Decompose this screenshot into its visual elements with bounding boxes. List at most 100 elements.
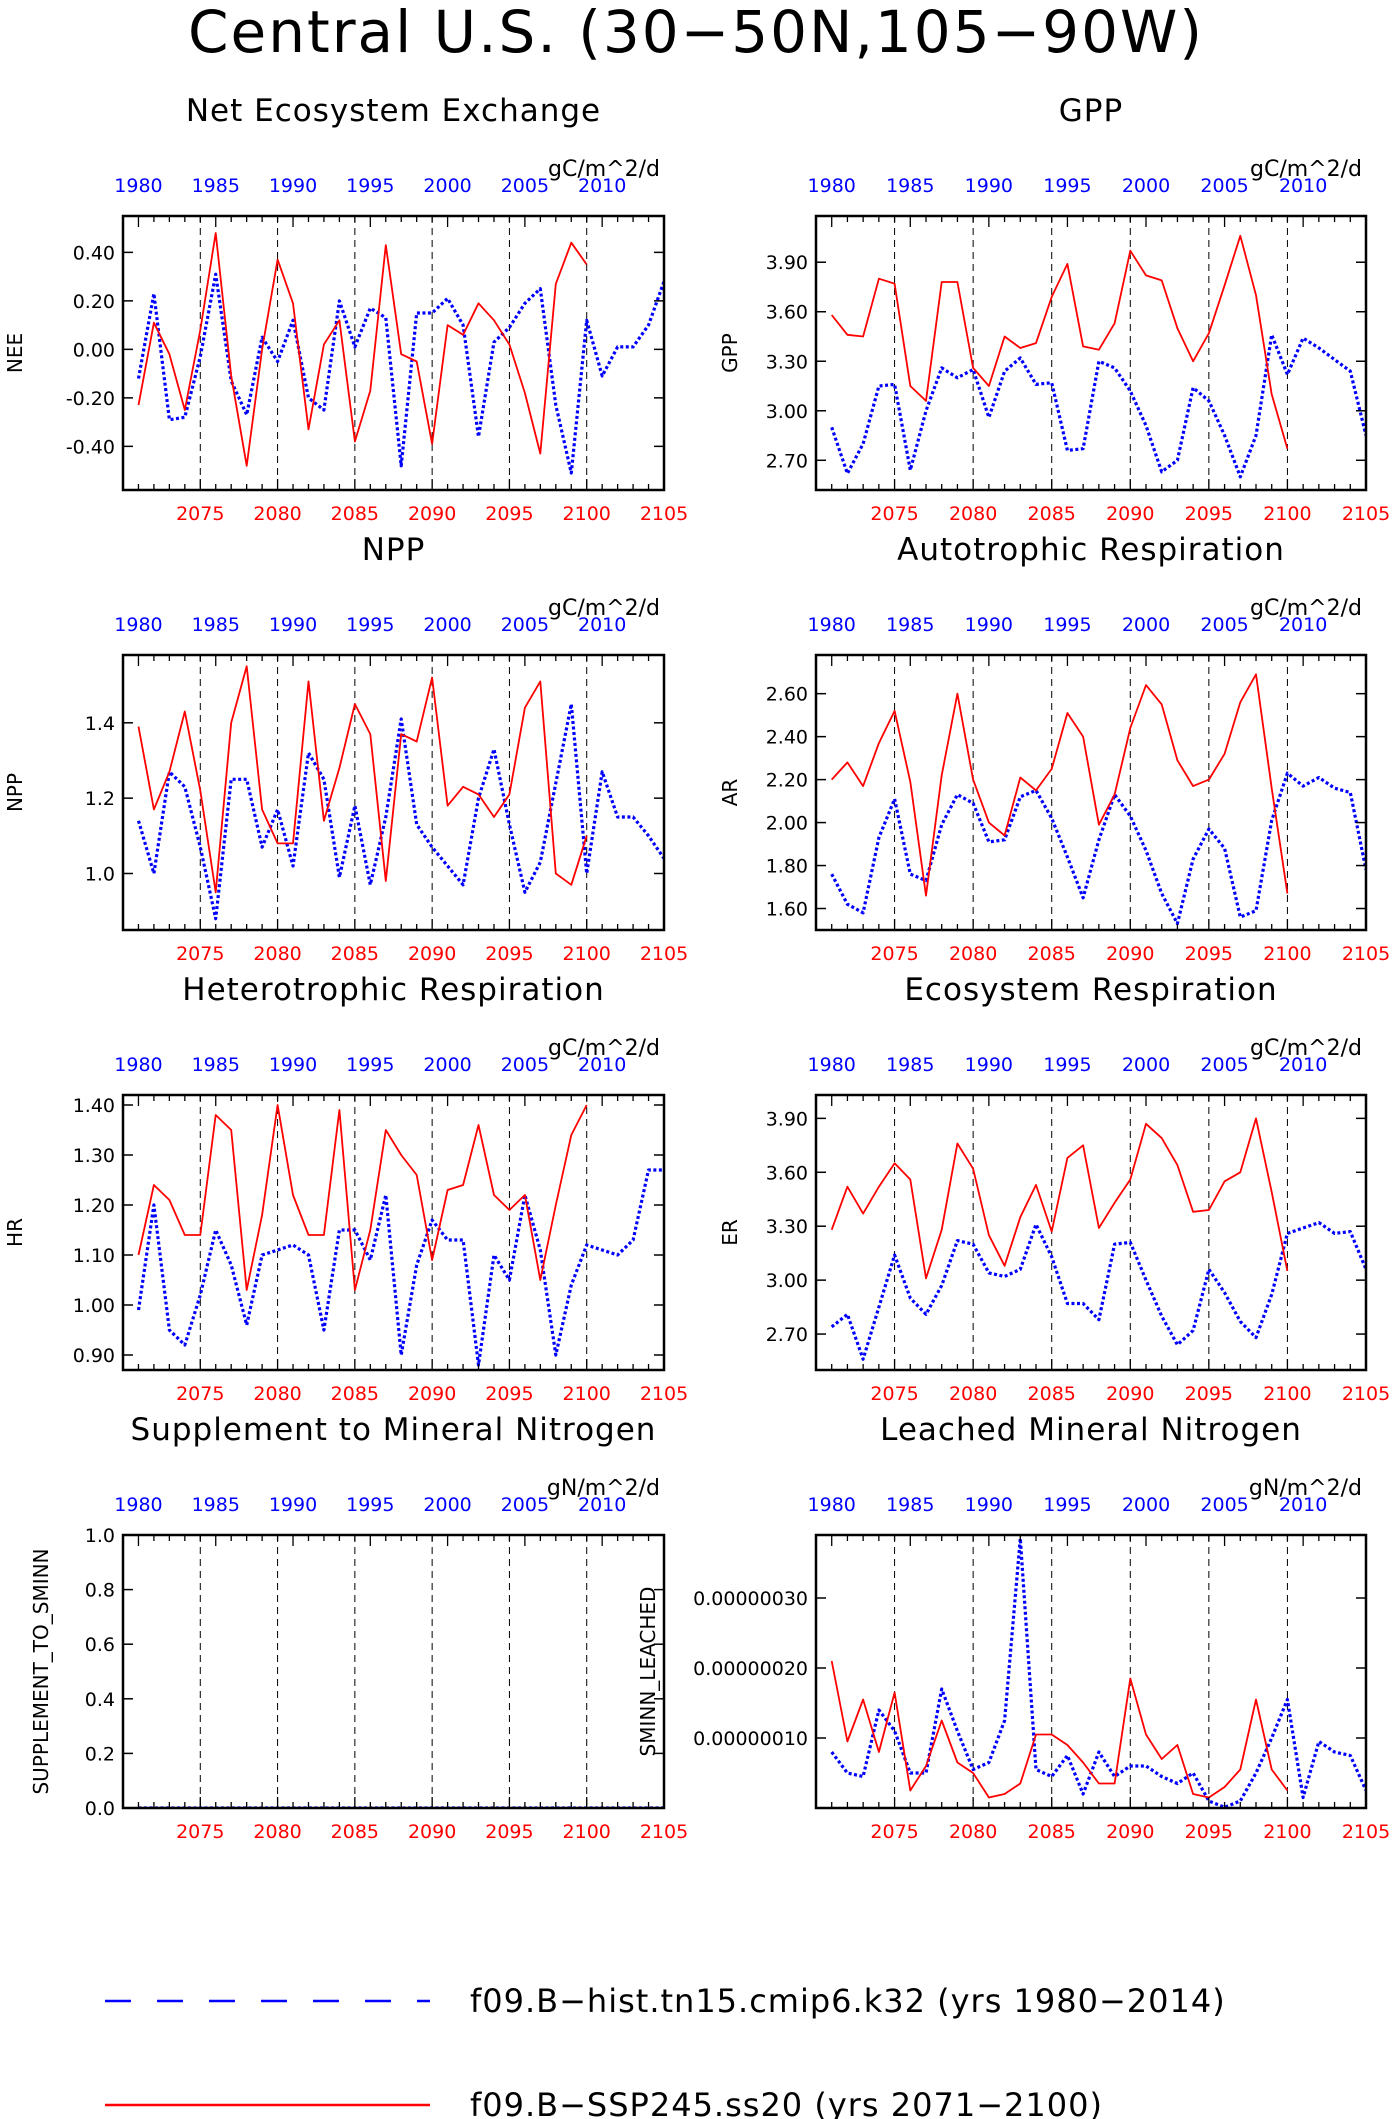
panel-ar: Autotrophic Respiration gC/m^2/d 2.60 2.40 2… (718, 532, 1390, 965)
bottom-tick-label: 2095 (485, 943, 533, 965)
y-tick-label: 2.40 (766, 727, 808, 749)
top-tick-label: 1985 (886, 1494, 934, 1516)
top-tick-label: 1985 (192, 614, 240, 636)
panel-npp: NPP gC/m^2/d 1.4 1.2 1.0 1980 1985 1990 1995 2000… (3, 532, 688, 965)
top-tick-label: 1995 (1043, 1494, 1091, 1516)
bottom-tick-label: 2090 (408, 943, 456, 965)
series-line-hist (830, 771, 1366, 926)
top-tick-label: 1995 (346, 1494, 394, 1516)
top-tick-label: 1990 (965, 175, 1013, 197)
bottom-tick-label: 2080 (253, 943, 301, 965)
series-group (830, 1536, 1366, 1808)
legend: f09.B−hist.tn15.cmip6.k32 (yrs 1980−2014… (105, 1982, 1225, 2119)
bottom-tick-label: 2100 (1263, 1821, 1311, 1843)
bottom-tick-label: 2105 (1342, 943, 1390, 965)
y-axis-label: SUPPLEMENT_TO_SMINN (29, 1548, 53, 1794)
top-tick-label: 2010 (578, 1494, 626, 1516)
bottom-tick-label: 2100 (563, 1383, 611, 1405)
y-tick-label: 1.0 (85, 863, 115, 885)
y-tick-label: 0.6 (85, 1634, 115, 1656)
panel-hr: Heterotrophic Respiration gC/m^2/d 1.40 1.3… (3, 972, 688, 1405)
top-tick-label: 1990 (269, 175, 317, 197)
top-tick-label: 2010 (1279, 175, 1327, 197)
bottom-tick-label: 2075 (870, 1383, 918, 1405)
series-group (136, 665, 664, 921)
panel-title: Leached Mineral Nitrogen (880, 1412, 1302, 1448)
y-tick-label: 3.30 (766, 1216, 808, 1238)
figure-title: Central U.S. (30−50N,105−90W) (188, 0, 1204, 66)
bottom-tick-label: 2085 (331, 1821, 379, 1843)
y-axis-label: ER (718, 1219, 742, 1246)
top-tick-label: 1985 (192, 1054, 240, 1076)
series-line-ssp (137, 665, 588, 894)
units-label: gC/m^2/d (548, 596, 660, 621)
series-line-hist (136, 702, 664, 921)
top-tick-label: 1990 (269, 1054, 317, 1076)
series-line-hist (830, 1220, 1366, 1361)
y-tick-label: 1.80 (766, 856, 808, 878)
bottom-tick-label: 2095 (485, 1821, 533, 1843)
top-tick-label: 1980 (114, 1054, 162, 1076)
bottom-tick-label: 2105 (640, 1383, 688, 1405)
panel-title: Supplement to Mineral Nitrogen (131, 1412, 657, 1448)
top-tick-label: 1995 (346, 175, 394, 197)
plot-frame (121, 1533, 666, 1810)
y-tick-label: 2.70 (766, 1324, 808, 1346)
top-tick-label: 2005 (1200, 1494, 1248, 1516)
top-tick-label: 2010 (578, 614, 626, 636)
units-label: gC/m^2/d (1250, 596, 1362, 621)
bottom-tick-label: 2085 (331, 943, 379, 965)
bottom-tick-label: 2105 (1342, 503, 1390, 525)
y-tick-label: 2.60 (766, 684, 808, 706)
bottom-tick-label: 2085 (331, 503, 379, 525)
bottom-tick-label: 2075 (176, 503, 224, 525)
top-tick-label: 2010 (1279, 1494, 1327, 1516)
bottom-tick-label: 2085 (1028, 1821, 1076, 1843)
top-tick-label: 2000 (1122, 1494, 1170, 1516)
y-tick-label: 3.90 (766, 1108, 808, 1130)
y-axis-label: NEE (3, 333, 27, 373)
y-tick-label: 1.10 (73, 1245, 115, 1267)
top-tick-label: 2000 (1122, 175, 1170, 197)
y-tick-label: 3.30 (766, 351, 808, 373)
series-line-ssp (831, 673, 1289, 897)
y-tick-label: -0.40 (66, 436, 115, 458)
bottom-tick-label: 2085 (331, 1383, 379, 1405)
top-tick-label: 2010 (578, 1054, 626, 1076)
series-line-ssp (137, 1104, 588, 1291)
panel-title: Ecosystem Respiration (904, 972, 1277, 1008)
y-tick-label: 3.00 (766, 401, 808, 423)
units-label: gC/m^2/d (1250, 1036, 1362, 1061)
y-tick-label: 0.00000020 (693, 1658, 808, 1680)
bottom-tick-label: 2105 (1342, 1821, 1390, 1843)
bottom-tick-label: 2080 (253, 1821, 301, 1843)
bottom-tick-label: 2080 (949, 1383, 997, 1405)
top-tick-label: 2010 (578, 175, 626, 197)
top-tick-label: 1990 (965, 614, 1013, 636)
y-tick-label: 0.00000010 (693, 1728, 808, 1750)
y-tick-label: 0.4 (85, 1689, 115, 1711)
top-tick-label: 1980 (808, 175, 856, 197)
top-tick-label: 1995 (1043, 175, 1091, 197)
units-label: gC/m^2/d (548, 1036, 660, 1061)
bottom-tick-label: 2075 (176, 1383, 224, 1405)
plot-frame (121, 1093, 666, 1372)
series-line-ssp (830, 234, 1289, 449)
y-tick-label: 1.0 (85, 1525, 115, 1547)
top-tick-label: 1980 (114, 614, 162, 636)
y-tick-label: 3.60 (766, 302, 808, 324)
y-tick-label: 0.8 (85, 1580, 115, 1602)
y-tick-label: 1.2 (85, 788, 115, 810)
top-tick-label: 2005 (501, 614, 549, 636)
y-axis-label: HR (3, 1218, 27, 1247)
plot-frame (814, 214, 1368, 492)
plot-frame (814, 653, 1368, 932)
top-tick-label: 2000 (423, 1054, 471, 1076)
bottom-tick-label: 2080 (949, 943, 997, 965)
y-tick-label: 3.90 (766, 252, 808, 274)
bottom-tick-label: 2090 (408, 1821, 456, 1843)
top-tick-label: 1985 (886, 614, 934, 636)
top-tick-label: 1995 (1043, 1054, 1091, 1076)
top-tick-label: 1995 (1043, 614, 1091, 636)
